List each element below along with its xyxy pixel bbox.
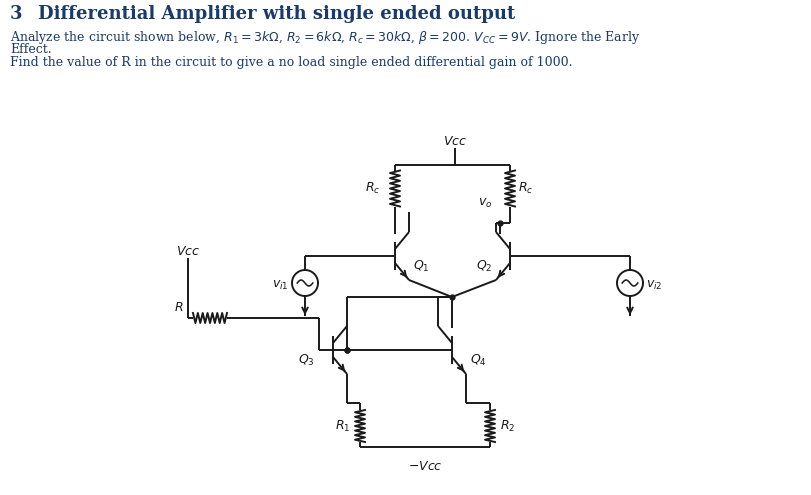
Text: $-Vcc$: $-Vcc$ — [407, 460, 442, 473]
Text: $v_o$: $v_o$ — [477, 197, 491, 210]
Text: $Vcc$: $Vcc$ — [176, 245, 200, 258]
Text: $Q_3$: $Q_3$ — [298, 353, 315, 368]
Text: $Q_2$: $Q_2$ — [475, 259, 491, 274]
Text: Differential Amplifier with single ended output: Differential Amplifier with single ended… — [38, 5, 515, 23]
Text: 3: 3 — [10, 5, 23, 23]
Text: $R_1$: $R_1$ — [334, 418, 350, 434]
Text: Analyze the circuit shown below, $R_1 = 3k\Omega$, $R_2 = 6k\Omega$, $R_c = 30k\: Analyze the circuit shown below, $R_1 = … — [10, 29, 640, 46]
Text: $v_{i1}$: $v_{i1}$ — [272, 279, 289, 292]
Text: $Vcc$: $Vcc$ — [442, 135, 466, 148]
Text: $R_c$: $R_c$ — [364, 181, 380, 196]
Text: $Q_1$: $Q_1$ — [413, 259, 429, 274]
Text: $Q_4$: $Q_4$ — [470, 353, 487, 368]
Text: $R_c$: $R_c$ — [517, 181, 533, 196]
Text: Effect.: Effect. — [10, 43, 52, 56]
Text: $R$: $R$ — [174, 301, 184, 314]
Text: Find the value of R in the circuit to give a no load single ended differential g: Find the value of R in the circuit to gi… — [10, 56, 572, 69]
Text: $v_{i2}$: $v_{i2}$ — [646, 279, 662, 292]
Text: $R_2$: $R_2$ — [500, 418, 515, 434]
